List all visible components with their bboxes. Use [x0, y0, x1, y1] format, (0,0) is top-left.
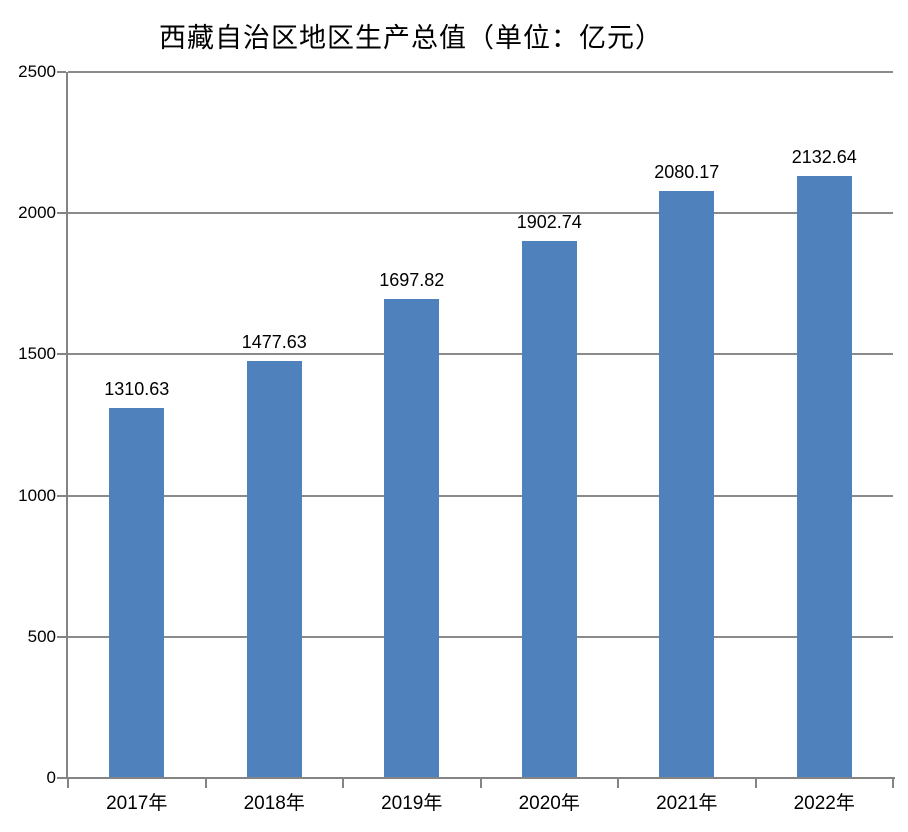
bar [521, 240, 577, 778]
y-axis-tick-label: 1000 [18, 485, 56, 505]
bar [796, 175, 852, 778]
x-axis-tick [479, 779, 482, 788]
bar-value-label: 2080.17 [654, 161, 720, 182]
x-axis-tick [67, 779, 69, 788]
bar [109, 407, 165, 778]
bar-value-label: 1902.74 [516, 211, 582, 232]
gridline [68, 494, 893, 497]
y-axis-tick [57, 212, 66, 215]
bar-value-label: 2132.64 [791, 146, 857, 167]
y-axis-tick-label: 500 [27, 626, 56, 646]
x-axis-category-label: 2020年 [518, 793, 580, 814]
gridline [68, 212, 893, 215]
x-axis-line [66, 777, 895, 779]
gridline [68, 71, 893, 73]
x-axis-category-label: 2017年 [106, 793, 168, 814]
y-axis-tick [57, 635, 66, 638]
bar-value-label: 1310.63 [104, 378, 170, 399]
x-axis-category-label: 2021年 [656, 793, 718, 814]
x-axis-tick [617, 779, 619, 788]
x-axis-category-label: 2022年 [793, 793, 855, 814]
x-axis-tick [754, 779, 757, 788]
x-axis-category-label: 2019年 [381, 793, 443, 814]
x-axis-tick [342, 779, 344, 788]
y-axis-tick-label: 2500 [18, 62, 56, 81]
bar-value-label: 1697.82 [379, 269, 445, 290]
gridline [68, 353, 893, 356]
y-axis-line [66, 72, 68, 778]
x-axis-category-label: 2018年 [243, 793, 305, 814]
bar [384, 298, 440, 778]
chart-title: 西藏自治区地区生产总值（单位：亿元） [159, 23, 663, 54]
x-axis-tick [892, 779, 894, 788]
y-axis-tick [57, 353, 66, 356]
bar [659, 190, 715, 778]
bar [246, 360, 302, 778]
x-axis-tick [204, 779, 207, 788]
y-axis-tick [57, 71, 66, 73]
y-axis-tick-label: 1500 [18, 344, 56, 364]
bar-value-label: 1477.63 [241, 331, 307, 352]
y-axis-tick-label: 0 [46, 768, 56, 787]
y-axis-tick-label: 2000 [18, 203, 56, 223]
y-axis-tick [57, 494, 66, 497]
y-axis-tick [57, 777, 66, 779]
gridline [68, 635, 893, 638]
